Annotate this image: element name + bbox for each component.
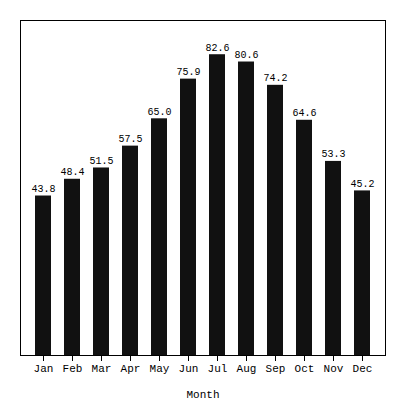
svg-text:Apr: Apr (121, 363, 141, 375)
svg-text:51.5: 51.5 (89, 156, 113, 167)
svg-text:Dec: Dec (353, 363, 373, 375)
svg-text:Sep: Sep (266, 363, 286, 375)
svg-text:Mar: Mar (92, 363, 112, 375)
svg-text:74.2: 74.2 (263, 73, 287, 84)
svg-text:65.0: 65.0 (147, 107, 171, 118)
svg-text:82.6: 82.6 (205, 43, 229, 54)
svg-text:64.6: 64.6 (292, 108, 316, 119)
svg-text:Month: Month (186, 389, 219, 400)
svg-text:Aug: Aug (237, 363, 257, 375)
svg-text:Jun: Jun (179, 363, 199, 375)
svg-text:80.6: 80.6 (234, 50, 258, 61)
svg-text:Jul: Jul (208, 363, 228, 375)
svg-text:48.4: 48.4 (60, 167, 84, 178)
svg-text:53.3: 53.3 (321, 149, 345, 160)
svg-text:43.8: 43.8 (31, 184, 55, 195)
svg-text:45.2: 45.2 (350, 179, 374, 190)
svg-text:Feb: Feb (63, 363, 83, 375)
svg-text:57.5: 57.5 (118, 134, 142, 145)
svg-text:Nov: Nov (324, 363, 344, 375)
svg-text:Jan: Jan (34, 363, 54, 375)
svg-text:Oct: Oct (295, 363, 315, 375)
svg-text:75.9: 75.9 (176, 67, 200, 78)
svg-text:May: May (150, 363, 170, 375)
